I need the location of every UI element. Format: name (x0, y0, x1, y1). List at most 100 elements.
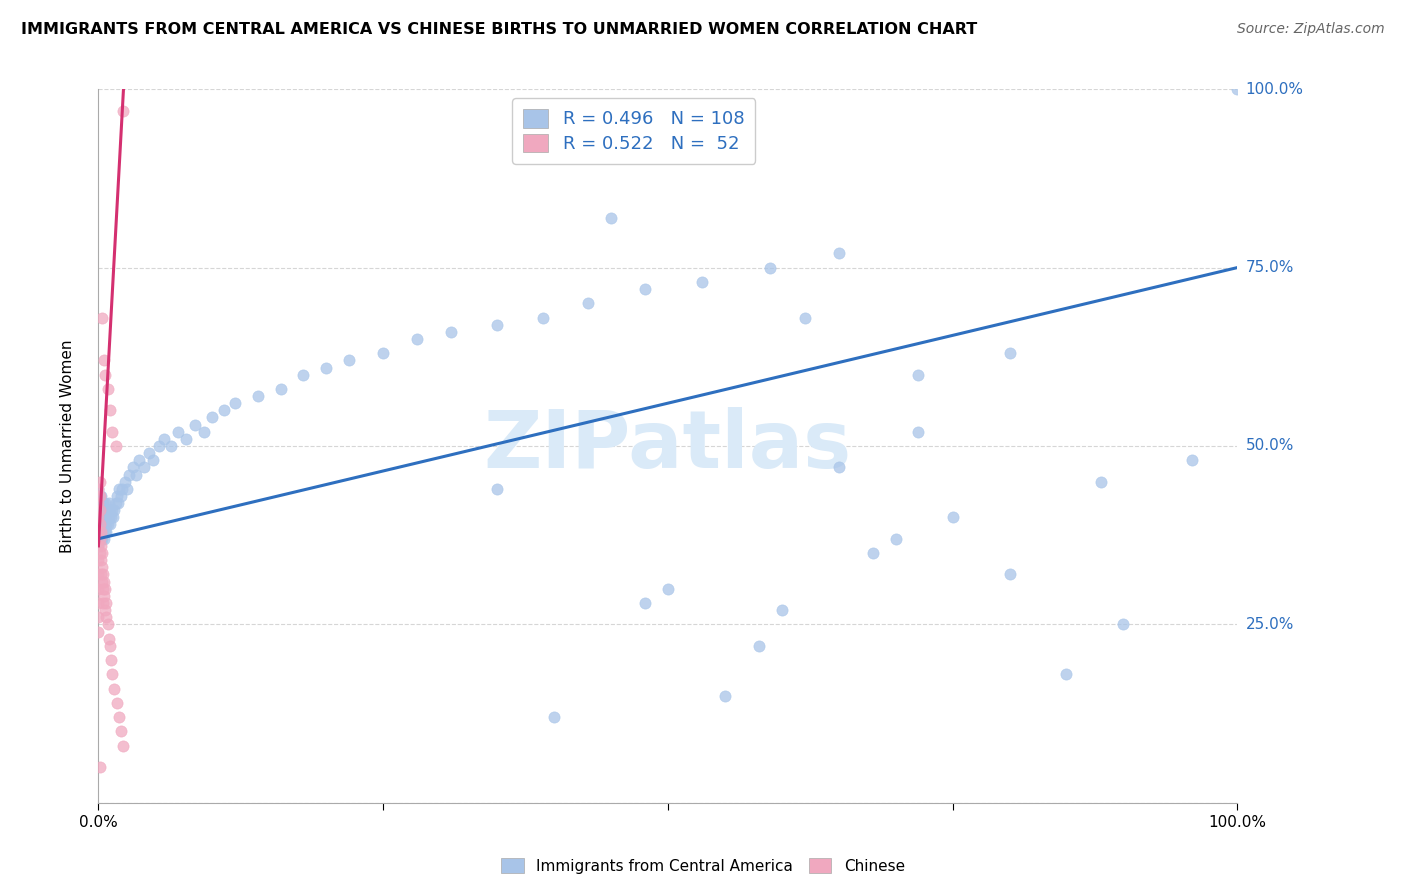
Point (90, 517, 112, 532)
Point (1226, 82, 1249, 96)
Point (770, 603, 793, 617)
Point (118, 467, 141, 482)
Point (89, 503, 111, 517)
Point (96, 503, 118, 517)
Text: IMMIGRANTS FROM CENTRAL AMERICA VS CHINESE BIRTHS TO UNMARRIED WOMEN CORRELATION: IMMIGRANTS FROM CENTRAL AMERICA VS CHINE… (21, 22, 977, 37)
Point (89, 475, 111, 489)
Point (93, 532, 115, 546)
Point (93, 589, 115, 603)
Point (90, 553, 112, 567)
Point (98, 517, 121, 532)
Point (89, 532, 111, 546)
Point (87, 496, 110, 510)
Point (90, 524, 112, 539)
Point (315, 360, 337, 375)
Point (543, 710, 565, 724)
Point (91, 510, 114, 524)
Point (103, 510, 125, 524)
Point (87, 553, 110, 567)
Point (828, 460, 851, 475)
Point (91, 582, 114, 596)
Point (94, 510, 117, 524)
Point (690, 275, 713, 289)
Point (142, 453, 165, 467)
Point (486, 318, 509, 332)
Point (110, 489, 132, 503)
Point (94, 582, 117, 596)
Point (759, 260, 782, 275)
Point (862, 546, 884, 560)
Point (89, 496, 111, 510)
Point (201, 410, 224, 425)
Point (87, 510, 110, 524)
Point (600, 211, 623, 225)
Point (89, 517, 111, 532)
Point (748, 639, 770, 653)
Point (90, 524, 112, 539)
Point (94, 368, 117, 382)
Point (174, 432, 197, 446)
Point (103, 681, 125, 696)
Point (90, 546, 112, 560)
Point (96, 596, 118, 610)
Point (89, 489, 111, 503)
Point (89, 524, 111, 539)
Point (270, 382, 292, 396)
Point (97, 510, 120, 524)
Point (87, 596, 110, 610)
Point (714, 689, 737, 703)
Point (531, 310, 554, 325)
Point (93, 510, 115, 524)
Point (90, 574, 112, 589)
Point (998, 567, 1021, 582)
Text: ZIPatlas: ZIPatlas (484, 407, 852, 485)
Point (89, 532, 111, 546)
Point (93, 574, 115, 589)
Point (97, 632, 120, 646)
Point (128, 453, 150, 467)
Point (94, 496, 117, 510)
Text: 50.0%: 50.0% (1246, 439, 1294, 453)
Point (907, 425, 929, 439)
Point (224, 396, 246, 410)
Point (91, 524, 114, 539)
Point (87, 524, 110, 539)
Point (184, 417, 207, 432)
Text: 75.0%: 75.0% (1246, 260, 1294, 275)
Point (1090, 475, 1112, 489)
Point (89, 510, 111, 524)
Point (91, 517, 114, 532)
Point (107, 496, 129, 510)
Point (98, 403, 121, 417)
Point (98, 639, 121, 653)
Text: 25.0%: 25.0% (1246, 617, 1294, 632)
Point (634, 282, 657, 296)
Point (94, 524, 117, 539)
Point (97, 496, 120, 510)
Point (105, 696, 128, 710)
Point (89, 760, 111, 774)
Point (101, 425, 124, 439)
Point (91, 496, 114, 510)
Point (93, 517, 115, 532)
Point (100, 653, 122, 667)
Point (1181, 453, 1204, 467)
Y-axis label: Births to Unmarried Women: Births to Unmarried Women (60, 339, 75, 553)
Point (167, 425, 190, 439)
Point (486, 482, 509, 496)
Point (246, 389, 269, 403)
Point (93, 353, 115, 368)
Point (90, 567, 112, 582)
Point (998, 346, 1021, 360)
Point (104, 496, 127, 510)
Point (292, 368, 315, 382)
Point (96, 517, 118, 532)
Point (105, 489, 128, 503)
Point (576, 296, 599, 310)
Point (89, 546, 111, 560)
Point (160, 439, 183, 453)
Point (148, 439, 170, 453)
Point (90, 503, 112, 517)
Point (90, 560, 112, 574)
Point (90, 524, 112, 539)
